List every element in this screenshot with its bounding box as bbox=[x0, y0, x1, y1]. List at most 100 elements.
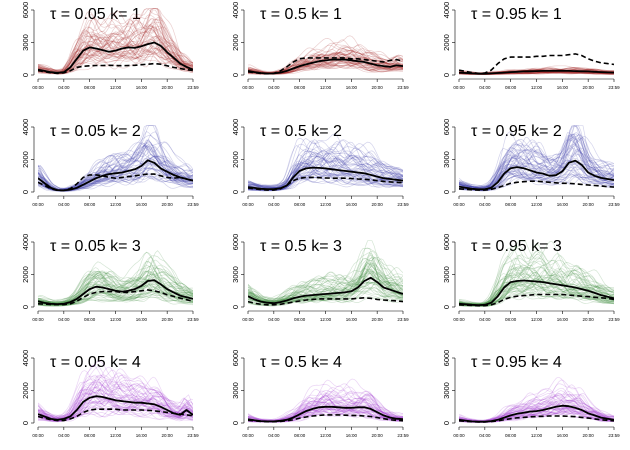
sample-curve bbox=[248, 54, 403, 74]
y-tick-label: 0 bbox=[21, 305, 30, 309]
summary-curves bbox=[459, 53, 614, 75]
sample-curve bbox=[38, 292, 193, 307]
panel-title: τ = 0.95 k= 2 bbox=[471, 123, 562, 140]
sample-curve bbox=[459, 125, 614, 189]
x-tick-label: 16:00 bbox=[346, 85, 358, 90]
sample-curve bbox=[248, 258, 403, 302]
x-tick-label: 08:00 bbox=[505, 433, 517, 438]
sample-curve bbox=[459, 250, 614, 304]
sample-curve bbox=[38, 294, 193, 307]
sample-curve bbox=[38, 384, 193, 420]
y-tick-label: 2000 bbox=[21, 151, 30, 168]
x-tick-label: 20:00 bbox=[372, 85, 384, 90]
sample-curve bbox=[248, 48, 403, 73]
x-tick-label: 12:00 bbox=[320, 433, 332, 438]
sample-curve bbox=[38, 374, 193, 419]
x-tick-label: 20:00 bbox=[372, 433, 384, 438]
panel-tau-0.95-k-3: τ = 0.95 k= 3 0 3000 6000 00:00 04:00 08:00 12:… bbox=[442, 234, 620, 322]
x-tick-label: 04:00 bbox=[268, 85, 280, 90]
panel-title: τ = 0.5 k= 4 bbox=[260, 354, 342, 371]
sample-curve bbox=[38, 8, 193, 71]
panel-title: τ = 0.95 k= 4 bbox=[471, 354, 562, 371]
sample-curve bbox=[38, 251, 193, 301]
median-curve bbox=[459, 279, 614, 306]
x-tick-label: 00:00 bbox=[242, 433, 254, 438]
reference-curve bbox=[38, 173, 193, 192]
sample-curve bbox=[459, 139, 614, 188]
sample-curve bbox=[248, 256, 403, 303]
sample-curve bbox=[248, 391, 403, 422]
sample-curve bbox=[459, 266, 614, 305]
panel-title: τ = 0.05 k= 2 bbox=[50, 123, 141, 140]
median-curve bbox=[38, 395, 193, 421]
sample-curve bbox=[38, 270, 193, 305]
y-tick-label: 6000 bbox=[21, 2, 30, 19]
summary-curves bbox=[38, 279, 193, 306]
sample-curve bbox=[459, 153, 614, 190]
sample-curve bbox=[459, 134, 614, 187]
sample-curve bbox=[38, 153, 193, 191]
median-curve bbox=[248, 166, 403, 190]
x-tick-label: 04:00 bbox=[58, 85, 70, 90]
sample-curve bbox=[459, 125, 614, 188]
sample-curve bbox=[38, 376, 193, 418]
x-tick-label: 08:00 bbox=[84, 433, 96, 438]
sample-curve bbox=[459, 393, 614, 422]
panel-tau-0.95-k-1: τ = 0.95 k= 1 0 2000 4000 00:00 04:00 08:00 12:… bbox=[442, 2, 620, 90]
reference-curve bbox=[38, 62, 193, 75]
x-tick-label: 08:00 bbox=[84, 317, 96, 322]
x-tick-label: 08:00 bbox=[505, 317, 517, 322]
sample-curve bbox=[248, 272, 403, 303]
summary-curves bbox=[248, 57, 403, 75]
sample-curve bbox=[38, 49, 193, 75]
sample-curve bbox=[38, 256, 193, 303]
sample-curve bbox=[459, 131, 614, 188]
sample-curve bbox=[38, 8, 193, 71]
y-tick-label: 3000 bbox=[442, 266, 451, 283]
summary-curves bbox=[248, 276, 403, 306]
sample-curve bbox=[38, 174, 193, 192]
x-tick-label: 04:00 bbox=[268, 202, 280, 207]
x-tick-label: 16:00 bbox=[136, 317, 148, 322]
sample-curve bbox=[38, 125, 193, 189]
sample-curve bbox=[459, 272, 614, 306]
sample-curve bbox=[248, 276, 403, 302]
sample-curve bbox=[248, 389, 403, 422]
y-tick-label: 4000 bbox=[21, 234, 30, 251]
summary-curves bbox=[459, 159, 614, 191]
x-tick-label: 04:00 bbox=[268, 433, 280, 438]
x-tick-label: 12:00 bbox=[320, 317, 332, 322]
sample-curve bbox=[248, 257, 403, 300]
sample-curve bbox=[38, 175, 193, 192]
x-tick-label: 04:00 bbox=[58, 433, 70, 438]
sample-curve bbox=[248, 57, 403, 74]
reference-curve bbox=[248, 176, 403, 191]
sample-curves bbox=[248, 133, 403, 192]
sample-curve bbox=[38, 8, 193, 72]
y-tick-label: 0 bbox=[21, 190, 30, 194]
summary-curves bbox=[459, 279, 614, 307]
sample-curve bbox=[248, 139, 403, 189]
panel-tau-0.95-k-2: τ = 0.95 k= 2 0 3000 6000 00:00 04:00 08:00 12:… bbox=[442, 119, 620, 207]
sample-curve bbox=[38, 293, 193, 307]
y-tick-label: 3000 bbox=[442, 382, 451, 399]
x-tick-label: 08:00 bbox=[294, 85, 306, 90]
y-tick-label: 2000 bbox=[21, 382, 30, 399]
x-tick-label: 20:00 bbox=[162, 85, 174, 90]
x-tick-label: 00:00 bbox=[453, 317, 465, 322]
x-tick-label: 08:00 bbox=[294, 202, 306, 207]
x-tick-label: 04:00 bbox=[268, 317, 280, 322]
sample-curve bbox=[459, 259, 614, 304]
sample-curve bbox=[248, 155, 403, 189]
sample-curve bbox=[38, 125, 193, 190]
sample-curve bbox=[459, 391, 614, 421]
sample-curve bbox=[38, 375, 193, 418]
sample-curve bbox=[248, 267, 403, 303]
sample-curve bbox=[459, 379, 614, 421]
panel-title: τ = 0.95 k= 1 bbox=[471, 6, 562, 23]
sample-curve bbox=[248, 44, 403, 73]
x-tick-label: 16:00 bbox=[557, 85, 569, 90]
summary-curves bbox=[248, 405, 403, 423]
reference-curve bbox=[248, 414, 403, 423]
